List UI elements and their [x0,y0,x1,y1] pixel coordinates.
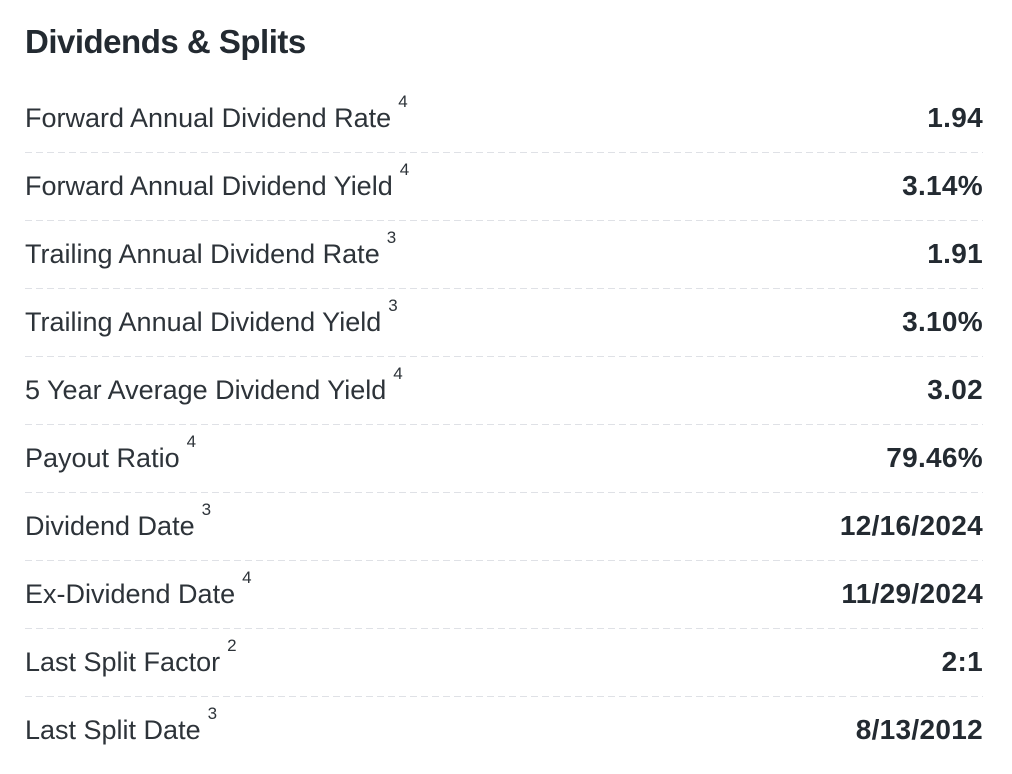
table-row: Last Split Factor 2 2:1 [25,628,983,696]
row-label: Trailing Annual Dividend Yield 3 [25,296,398,338]
section-title: Dividends & Splits [25,23,306,60]
row-value: 3.02 [927,374,983,405]
row-value: 11/29/2024 [841,578,983,609]
row-value: 3.10% [902,306,983,337]
row-value: 1.91 [927,238,983,269]
table-row: Last Split Date 3 8/13/2012 [25,696,983,764]
footnote-marker: 4 [399,160,410,179]
footnote-marker: 3 [201,500,212,519]
table-row: Dividend Date 3 12/16/2024 [25,492,983,560]
row-label-text: 5 Year Average Dividend Yield [25,375,387,405]
row-label-text: Last Split Factor [25,647,221,677]
table-row: Payout Ratio 4 79.46% [25,424,983,492]
row-label-text: Last Split Date [25,715,201,745]
row-value: 79.46% [886,442,983,473]
footnote-marker: 4 [398,92,408,111]
row-label: Dividend Date 3 [25,500,211,542]
footnote-marker: 2 [227,636,237,655]
table-row: Trailing Annual Dividend Rate 3 1.91 [25,220,983,288]
table-row: 5 Year Average Dividend Yield 4 3.02 [25,356,983,424]
row-value: 2:1 [941,646,983,677]
row-label-text: Forward Annual Dividend Yield [25,171,393,201]
stats-table: Forward Annual Dividend Rate 4 1.94 Forwa… [25,84,983,764]
footnote-marker: 4 [242,568,252,587]
footnote-marker: 4 [393,364,403,383]
row-label: Trailing Annual Dividend Rate 3 [25,228,396,270]
row-label-text: Dividend Date [25,511,195,541]
row-label: Forward Annual Dividend Yield 4 [25,160,409,202]
table-row: Forward Annual Dividend Yield 4 3.14% [25,152,983,220]
row-label: Last Split Date 3 [25,704,217,746]
row-value: 1.94 [927,102,983,133]
row-value: 3.14% [902,170,983,201]
row-label-text: Ex-Dividend Date [25,579,236,609]
footnote-marker: 4 [186,432,197,451]
row-label: Forward Annual Dividend Rate 4 [25,92,408,134]
footnote-marker: 3 [207,704,218,723]
row-label-text: Trailing Annual Dividend Rate [25,239,380,269]
row-label-text: Trailing Annual Dividend Yield [25,307,382,337]
table-row: Trailing Annual Dividend Yield 3 3.10% [25,288,983,356]
row-label-text: Payout Ratio [25,443,180,473]
row-label: Payout Ratio 4 [25,432,196,474]
table-row: Forward Annual Dividend Rate 4 1.94 [25,84,983,152]
row-label: Last Split Factor 2 [25,636,237,678]
footnote-marker: 3 [388,296,398,315]
row-label: Ex-Dividend Date 4 [25,568,252,610]
row-label: 5 Year Average Dividend Yield 4 [25,364,403,406]
row-value: 12/16/2024 [839,510,983,541]
row-value: 8/13/2012 [855,714,983,745]
footnote-marker: 3 [386,228,397,247]
table-row: Ex-Dividend Date 4 11/29/2024 [25,560,983,628]
row-label-text: Forward Annual Dividend Rate [25,103,392,133]
